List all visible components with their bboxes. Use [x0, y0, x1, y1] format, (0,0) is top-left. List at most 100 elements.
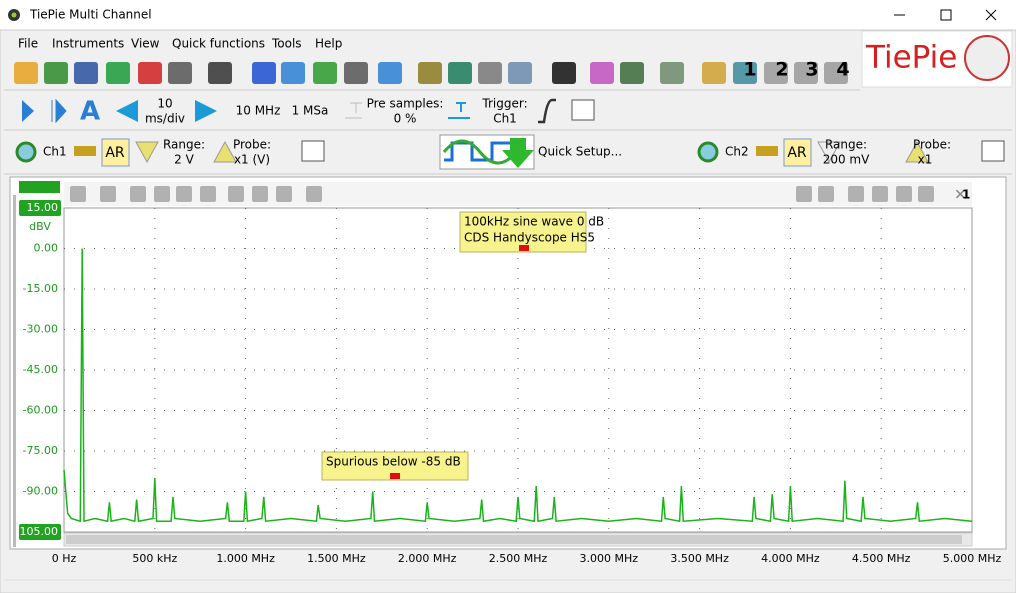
quick-setup[interactable]: Quick Setup... — [538, 145, 622, 159]
channel-icon[interactable] — [15, 141, 37, 163]
toolbar-button[interactable] — [378, 62, 402, 84]
record-length[interactable]: 1 MSa — [292, 104, 329, 118]
probe-value: x1 (V) — [234, 153, 270, 167]
toolbar-button[interactable] — [552, 62, 576, 84]
post-sample-icon[interactable] — [448, 102, 470, 119]
menu-item[interactable]: Help — [315, 37, 342, 51]
toolbar-button[interactable] — [764, 62, 788, 84]
graph-tool[interactable] — [918, 186, 934, 202]
scrollbar-thumb[interactable] — [66, 535, 962, 544]
menu-item[interactable]: Instruments — [52, 37, 124, 51]
toolbar-button[interactable] — [590, 62, 614, 84]
toolbar-button[interactable] — [252, 62, 276, 84]
annotation-text: Spurious below -85 dB — [326, 455, 461, 469]
toolbar-button[interactable] — [733, 62, 757, 84]
y-tick-label: -105.00 — [16, 525, 58, 538]
close-button[interactable] — [985, 9, 997, 21]
title-bar — [0, 0, 1016, 30]
toolbar-button[interactable] — [281, 62, 305, 84]
graph-tool[interactable] — [818, 186, 834, 202]
graph-tool[interactable] — [872, 186, 888, 202]
annotation-marker — [390, 473, 400, 479]
toolbar-button[interactable] — [660, 62, 684, 84]
toolbar-button[interactable] — [344, 62, 368, 84]
toolbar-button[interactable] — [620, 62, 644, 84]
graph-tool[interactable] — [306, 186, 322, 202]
toolbar-button[interactable] — [106, 62, 130, 84]
range-down[interactable] — [817, 141, 841, 164]
toolbar-button[interactable] — [702, 62, 726, 84]
auto-range-box[interactable] — [101, 138, 130, 167]
range-up[interactable] — [213, 140, 237, 163]
toolbar-button[interactable] — [168, 62, 192, 84]
settings-button[interactable] — [571, 99, 595, 121]
menu-item[interactable]: Tools — [271, 37, 302, 51]
annotation-box[interactable] — [459, 211, 587, 253]
value-scrollbar[interactable] — [13, 195, 16, 547]
limit-box[interactable] — [19, 524, 61, 540]
channel-icon[interactable] — [697, 141, 719, 163]
x-tick-label: 3.500 MHz — [670, 552, 729, 565]
graph-tool[interactable] — [100, 186, 116, 202]
menu-item[interactable]: Quick functions — [172, 37, 265, 51]
limit-box[interactable] — [19, 200, 61, 216]
quick-setup-arrow — [502, 138, 534, 168]
auto-range-box[interactable] — [783, 138, 812, 167]
range-down[interactable] — [135, 141, 159, 164]
toolbar-button[interactable] — [824, 62, 848, 84]
timebase-down[interactable] — [116, 100, 138, 122]
pre-samples[interactable]: 0 % — [394, 112, 417, 126]
menu-item[interactable]: File — [18, 37, 38, 51]
graph-tool[interactable] — [276, 186, 292, 202]
graph-tool[interactable] — [848, 186, 864, 202]
trigger-source[interactable]: Ch1 — [493, 112, 517, 126]
channel-settings[interactable] — [301, 140, 325, 162]
graph-tool[interactable] — [154, 186, 170, 202]
toolbar-button[interactable] — [508, 62, 532, 84]
graph-tool[interactable] — [228, 186, 244, 202]
coupling-icon[interactable] — [74, 146, 96, 156]
toolbar-button[interactable] — [138, 62, 162, 84]
graph-tool[interactable] — [176, 186, 192, 202]
toolbar-button[interactable] — [478, 62, 502, 84]
graph-tool[interactable] — [896, 186, 912, 202]
toolbar-button[interactable] — [418, 62, 442, 84]
graph-tool[interactable] — [130, 186, 146, 202]
coupling-icon[interactable] — [756, 146, 778, 156]
plot: 15.00 0.00 -15.00 -30.00 -45.00 -60.00 -75.00 -… — [16, 200, 1001, 565]
axis-scroll-indicator[interactable] — [19, 181, 60, 193]
trigger-slope[interactable] — [538, 98, 556, 124]
graph-tool[interactable] — [70, 186, 86, 202]
toolbar-button[interactable] — [44, 62, 68, 84]
toolbar-button[interactable] — [74, 62, 98, 84]
toolbar-button[interactable] — [448, 62, 472, 84]
channel-settings[interactable] — [981, 140, 1005, 162]
logo-emblem — [964, 35, 1010, 81]
menu-item[interactable]: View — [131, 37, 160, 51]
y-tick-label: 15.00 — [27, 201, 59, 214]
x-tick-label: 3.000 MHz — [580, 552, 639, 565]
range-up[interactable] — [905, 140, 929, 163]
graph-tool[interactable] — [796, 186, 812, 202]
x-tick-label: 4.000 MHz — [761, 552, 820, 565]
toolbar-button[interactable] — [14, 62, 38, 84]
toolbar-button[interactable] — [313, 62, 337, 84]
auto-button[interactable]: A — [80, 97, 100, 127]
close-icon[interactable]: ✕ — [954, 186, 967, 204]
annotation-text: CDS Handyscope HS5 — [464, 231, 595, 245]
maximize-button[interactable] — [940, 9, 952, 21]
run-button[interactable] — [22, 100, 34, 122]
y-tick-label: -60.00 — [23, 404, 58, 417]
graph-tool[interactable] — [200, 186, 216, 202]
toolbar-button[interactable] — [794, 62, 818, 84]
sample-frequency[interactable]: 10 MHz — [236, 104, 281, 118]
pre-samples-label: Pre samples: — [367, 97, 444, 111]
toolbar-button[interactable] — [208, 62, 232, 84]
logo-text: TiePie — [865, 40, 957, 76]
single-button[interactable] — [51, 98, 67, 124]
graph-tool[interactable] — [252, 186, 268, 202]
measure-number: 3 — [805, 59, 818, 81]
timebase-up[interactable] — [195, 100, 217, 122]
